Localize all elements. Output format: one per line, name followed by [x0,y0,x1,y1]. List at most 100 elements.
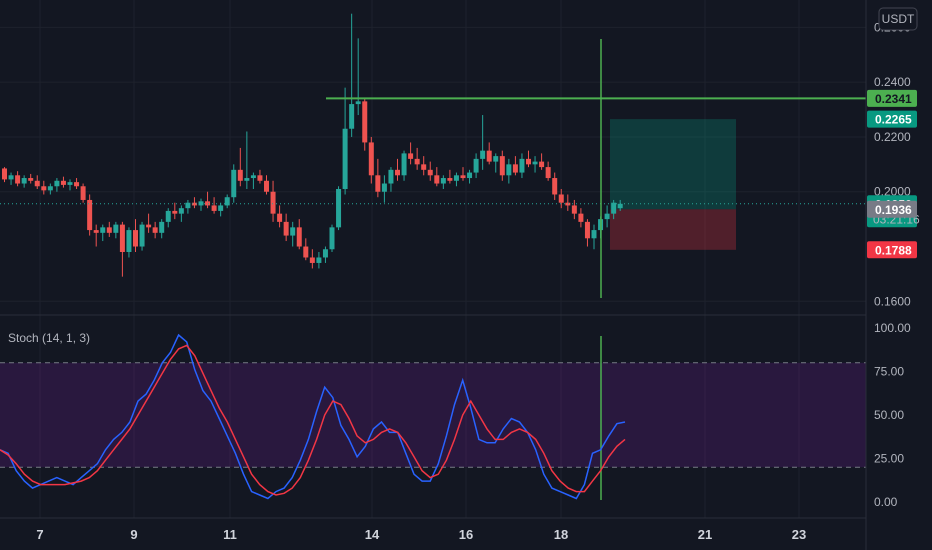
price-tag-label: 0.2341 [875,92,912,106]
candle-body [205,201,210,205]
candle-body [316,257,321,262]
candle-body [539,162,544,167]
price-tag-label: 0.1788 [875,243,912,257]
candle-body [264,181,269,192]
candle-body [74,182,79,186]
candle-body [153,227,158,232]
target-zone [610,119,736,209]
candle-body [428,170,433,175]
candle-body [231,170,236,197]
candle-body [2,168,7,179]
candle-body [251,175,256,178]
candle-body [415,159,420,164]
price-tag: 0.2341 [867,90,917,107]
candle-body [578,214,583,222]
candle-body [277,214,282,222]
candle-body [9,175,14,179]
candle-body [461,175,466,178]
candle-body [330,227,335,249]
long-position-tool[interactable] [610,119,736,250]
candle-body [271,192,276,214]
candle-body [41,186,46,190]
candle-body [48,186,53,190]
candle-body [126,230,131,252]
candle-body [526,159,531,164]
candle-body [441,178,446,183]
candle-body [585,222,590,238]
candle-body [28,178,33,181]
price-tag: 0.1936 [867,201,917,218]
candle-body [592,230,597,238]
candle-body [336,189,341,227]
candle-body [421,164,426,169]
stoch-tick-label: 0.00 [874,495,898,509]
candle-body [146,225,151,228]
candle-body [100,227,105,232]
time-tick-label: 21 [698,527,712,542]
time-tick-label: 23 [792,527,806,542]
candle [81,184,86,203]
candle-body [369,142,374,175]
candle-body [68,182,73,185]
candle-body [402,153,407,175]
candle-body [565,203,570,206]
candle-body [159,222,164,233]
currency-badge[interactable]: USDT [879,8,917,30]
candle-body [238,170,243,181]
stoch-title[interactable]: Stoch (14, 1, 3) [8,331,90,345]
candle-body [408,153,413,158]
candle [87,194,92,235]
candle-body [513,164,518,172]
candle-body [15,175,20,183]
candle-body [107,227,112,232]
stoch-tick-label: 50.00 [874,408,904,422]
candle-body [493,156,498,161]
candle-body [244,178,249,181]
candle-body [395,170,400,175]
candle-body [474,159,479,173]
candle-body [81,186,86,200]
candle [336,186,341,230]
candle-body [500,156,505,175]
candle-body [284,222,289,236]
candle-body [552,178,557,194]
candle-body [343,129,348,189]
candle-body [434,175,439,183]
time-tick-label: 16 [459,527,473,542]
candle-body [54,181,59,186]
stoch-tick-label: 75.00 [874,365,904,379]
candle-body [303,247,308,258]
currency-badge-label: USDT [882,12,915,26]
candle-body [172,211,177,214]
candle [330,225,335,252]
time-tick-label: 9 [130,527,137,542]
candle-body [22,178,27,183]
stop-zone [610,209,736,250]
price-tag: 0.2265 [867,111,917,128]
candle-body [454,175,459,180]
candle-body [618,204,623,208]
candle-body [533,162,538,165]
candle-body [480,151,485,159]
time-tick-label: 14 [365,527,380,542]
candle-body [166,211,171,222]
candle-body [349,104,354,129]
candle-body [218,205,223,210]
candle-body [559,194,564,202]
candle-body [297,227,302,246]
candle-body [467,173,472,178]
candle-body [546,167,551,178]
candle-body [356,101,361,104]
candle-body [35,181,40,186]
price-tag-label: 0.1936 [875,203,912,217]
candle-body [290,227,295,235]
candle-body [375,175,380,191]
candle-body [605,214,610,219]
price-tag: 0.1788 [867,241,917,258]
stoch-tick-label: 100.00 [874,321,911,335]
candle-body [506,164,511,175]
candle-body [519,159,524,173]
candle-body [94,230,99,233]
candle-body [257,175,262,180]
